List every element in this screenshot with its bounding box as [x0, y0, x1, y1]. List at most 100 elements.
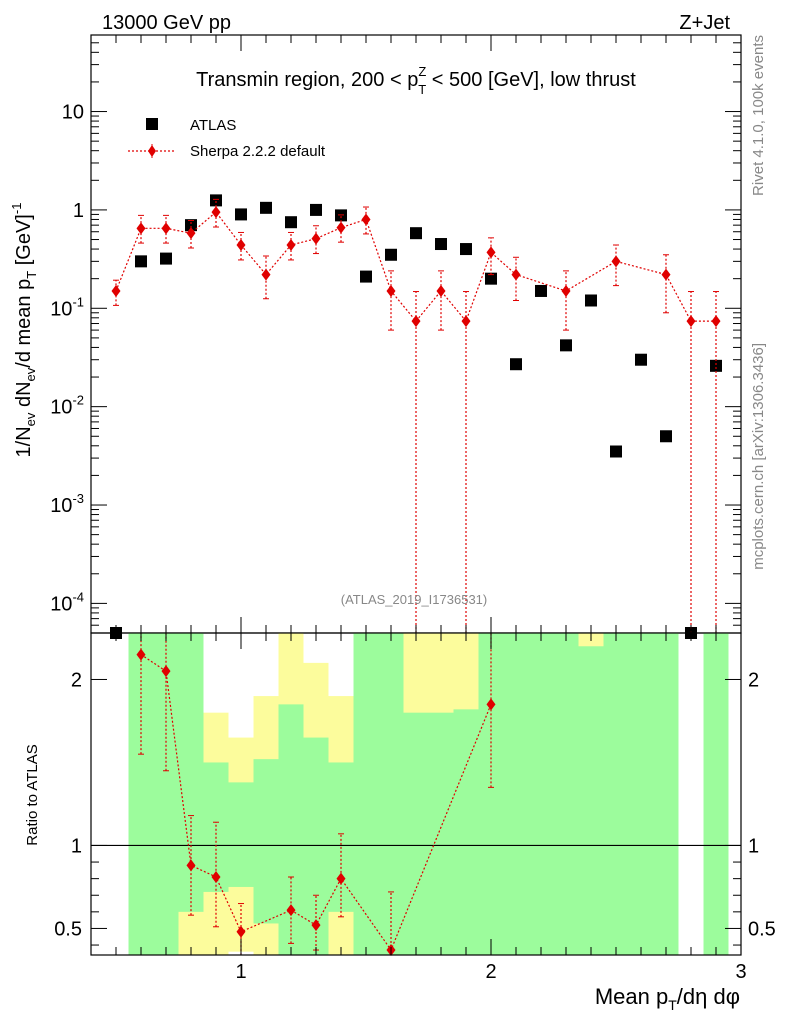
sherpa-point — [261, 268, 271, 281]
main-ylabel: 1/Nev dNev/d mean pT [GeV]-1 — [9, 203, 39, 458]
ratio-band-green — [503, 633, 529, 955]
sherpa-point — [311, 232, 321, 245]
title-sup: Z — [418, 64, 426, 79]
atlas-point — [210, 194, 222, 207]
atlas-point — [260, 201, 272, 214]
analysis-watermark: (ATLAS_2019_I1736531) — [341, 592, 487, 607]
xlabel: Mean pT/dη dφ — [595, 984, 740, 1013]
atlas-point — [360, 270, 372, 283]
atlas-point — [535, 284, 547, 297]
ratio-ylabel: Ratio to ATLAS — [24, 744, 41, 845]
sherpa-point — [661, 268, 671, 281]
xlabel-b: T — [668, 997, 677, 1013]
ratio-band-green — [303, 737, 329, 955]
atlas-point — [185, 219, 197, 232]
ratio-band-green — [478, 633, 504, 955]
sherpa-point — [211, 206, 221, 219]
atlas-point — [610, 445, 622, 458]
main-ticks — [91, 34, 742, 634]
ytick-label: 10 — [62, 102, 84, 124]
ylabel-c: dN — [13, 381, 35, 412]
atlas-point — [510, 358, 522, 371]
plot-title: Transmin region, 200 < pZ T < 500 [GeV], … — [196, 64, 636, 97]
ylabel-e: /d mean p — [13, 279, 35, 368]
ytick-label: 10-2 — [50, 393, 84, 419]
sherpa-point — [686, 315, 696, 328]
sherpa-point — [361, 213, 371, 226]
ratio-band-green — [603, 633, 629, 955]
atlas-point — [660, 430, 672, 443]
sherpa-point — [286, 238, 296, 251]
legend-atlas-label: ATLAS — [190, 117, 236, 134]
atlas-point — [485, 272, 497, 285]
atlas-point — [235, 208, 247, 221]
ratio-point — [336, 872, 346, 885]
title-sub: T — [418, 82, 426, 97]
ratio-band-green — [453, 709, 479, 955]
xlabel-a: Mean p — [595, 984, 668, 1009]
ratio-ticks — [91, 633, 742, 955]
atlas-point — [410, 227, 422, 240]
title-post: < 500 [GeV], low thrust — [426, 69, 636, 91]
ylabel-d: ev — [23, 367, 38, 381]
sherpa-point — [336, 221, 346, 234]
ratio-point — [161, 665, 171, 678]
title-pre: Transmin region, 200 < p — [196, 69, 418, 91]
atlas-point — [310, 203, 322, 216]
ratio-band-green — [628, 633, 654, 955]
ratio-band-green — [228, 782, 254, 887]
side-source: mcplots.cern.ch [arXiv:1306.3436] — [750, 343, 767, 570]
legend-sherpa-label: Sherpa 2.2.2 default — [190, 143, 326, 160]
ratio-ytick-label-right: 0.5 — [748, 918, 776, 940]
ratio-band-green — [403, 712, 429, 955]
ylabel-b: ev — [23, 412, 38, 426]
ratio-ytick-label: 2 — [71, 669, 82, 691]
ratio-ytick-label: 1 — [71, 835, 82, 857]
atlas-point — [460, 243, 472, 256]
ratio-point — [211, 870, 221, 883]
ratio-tick-labels: 0.5 0.5 1 1 2 2 1 2 3 — [54, 669, 776, 983]
ytick-label: 10-1 — [50, 294, 84, 320]
ylabel-a: 1/N — [13, 426, 35, 457]
atlas-point — [135, 255, 147, 268]
ratio-band-green — [578, 646, 604, 955]
ratio-band-green — [253, 759, 279, 924]
xtick-label: 3 — [735, 961, 746, 983]
sherpa-point — [486, 246, 496, 259]
ratio-band-green — [328, 762, 354, 912]
legend-atlas-marker — [146, 118, 158, 130]
main-ytick-labels: 10-4 10-3 10-2 10-1 1 10 — [50, 102, 84, 616]
ratio-ytick-label-right: 1 — [748, 835, 759, 857]
atlas-point — [435, 238, 447, 251]
ratio-band-green — [528, 633, 554, 955]
ratio-point — [486, 698, 496, 711]
ratio-point — [186, 859, 196, 872]
sherpa-point — [436, 284, 446, 297]
ytick-label: 10-4 — [50, 589, 84, 615]
ratio-plot-panel: 0.5 0.5 1 1 2 2 1 2 3 Ratio to ATLAS Mean pT/dη … — [24, 632, 776, 1013]
sherpa-point — [111, 284, 121, 297]
ratio-point — [136, 648, 146, 661]
sherpa-point — [561, 284, 571, 297]
sherpa-point — [711, 315, 721, 328]
header-left: 13000 GeV pp — [102, 12, 231, 34]
legend-sherpa-marker — [148, 145, 156, 157]
sherpa-point — [511, 268, 521, 281]
ratio-point — [311, 919, 321, 932]
ratio-point — [286, 904, 296, 917]
sherpa-point — [161, 222, 171, 235]
sherpa-point — [136, 222, 146, 235]
ratio-ytick-label: 0.5 — [54, 918, 82, 940]
xtick-label: 2 — [485, 961, 496, 983]
atlas-point — [385, 248, 397, 261]
atlas-point — [585, 294, 597, 307]
ytick-label: 10-3 — [50, 491, 84, 517]
ratio-line — [140, 654, 492, 952]
ratio-series-layer — [136, 632, 496, 957]
ratio-band-green — [128, 633, 154, 955]
ylabel-h: -1 — [9, 203, 24, 215]
main-series-layer — [110, 194, 722, 639]
ratio-band-green — [553, 633, 579, 955]
header-right: Z+Jet — [679, 12, 730, 34]
